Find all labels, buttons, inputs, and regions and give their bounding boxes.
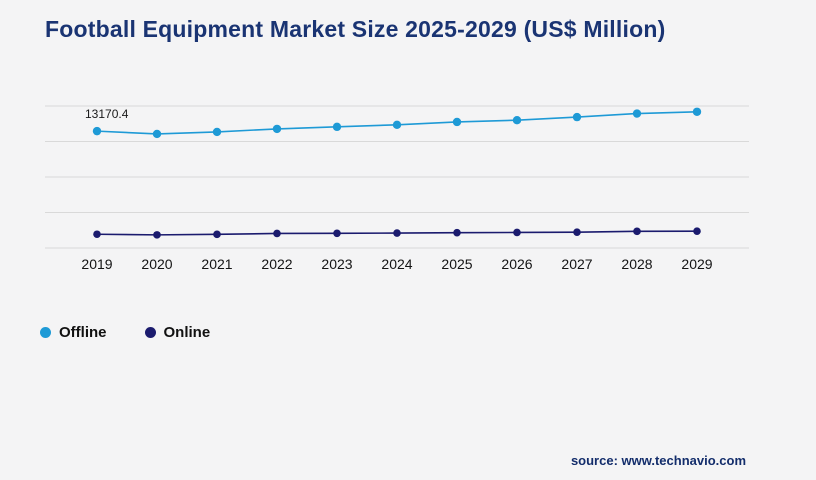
online-data-point[interactable]: [333, 229, 341, 238]
x-axis: 2019 2020 2021 2022 2023 2024 2025 2026 2027 2028…: [45, 256, 749, 276]
online-data-point[interactable]: [633, 227, 641, 236]
online-data-point[interactable]: [573, 228, 581, 237]
offline-data-point[interactable]: [212, 127, 222, 137]
online-data-point[interactable]: [393, 229, 401, 237]
data-point-label: 13170.4: [85, 107, 129, 121]
x-axis-label: 2028: [621, 256, 653, 272]
chart-title: Football Equipment Market Size 2025-2029…: [45, 16, 666, 42]
online-series-dot-icon: [144, 327, 156, 338]
offline-data-point[interactable]: [572, 112, 582, 122]
x-axis-label: 2021: [201, 256, 233, 272]
online-data-point[interactable]: [453, 228, 461, 237]
legend: Offline Online: [40, 324, 210, 341]
offline-data-point[interactable]: [632, 109, 642, 118]
offline-data-point[interactable]: [272, 124, 282, 134]
x-axis-label: 2029: [681, 256, 713, 272]
offline-data-point[interactable]: [92, 126, 102, 136]
legend-label-offline: Offline: [59, 324, 107, 341]
online-data-point[interactable]: [273, 229, 281, 238]
offline-data-point[interactable]: [152, 129, 162, 139]
line-chart: 13170.4: [45, 105, 749, 249]
legend-item-online[interactable]: Online: [144, 324, 211, 341]
legend-item-offline[interactable]: Offline: [40, 324, 107, 341]
x-axis-label: 2026: [501, 256, 533, 272]
source-attribution: source: www.technavio.com: [570, 453, 746, 468]
plot-area: 13170.4: [45, 88, 749, 258]
x-axis-label: 2025: [441, 256, 473, 272]
online-data-point[interactable]: [213, 230, 221, 239]
x-axis-label: 2022: [261, 256, 293, 272]
offline-data-point[interactable]: [332, 122, 342, 132]
online-data-point[interactable]: [93, 230, 101, 239]
offline-data-point[interactable]: [392, 120, 402, 130]
x-axis-label: 2027: [561, 256, 593, 272]
offline-data-point[interactable]: [692, 107, 702, 116]
online-data-point[interactable]: [693, 227, 701, 236]
legend-label-online: Online: [163, 324, 211, 341]
x-axis-label: 2020: [141, 256, 173, 272]
x-axis-label: 2023: [321, 256, 353, 272]
offline-data-point[interactable]: [512, 116, 522, 125]
x-axis-label: 2024: [381, 256, 413, 272]
x-axis-label: 2019: [81, 256, 113, 272]
offline-series-dot-icon: [40, 327, 51, 338]
online-data-point[interactable]: [153, 231, 161, 239]
offline-data-point[interactable]: [452, 117, 462, 127]
online-data-point[interactable]: [513, 228, 521, 237]
